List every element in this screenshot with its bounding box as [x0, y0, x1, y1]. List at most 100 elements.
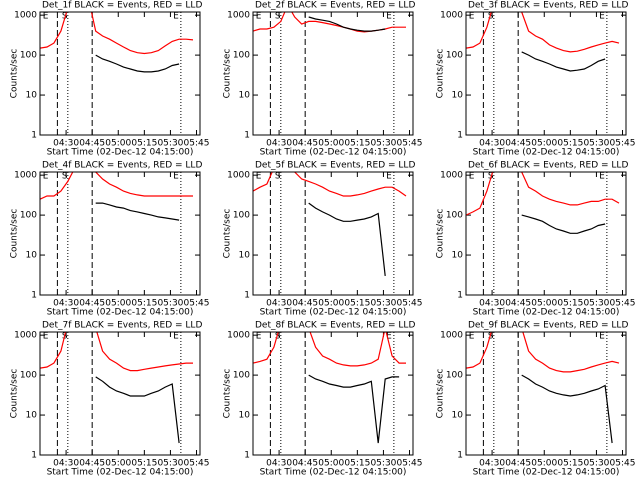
y-tick-label: 1000 [227, 331, 250, 341]
x-tick-label: 05:30 [370, 459, 396, 469]
y-tick-label: 10 [452, 91, 464, 101]
flag-label: E [256, 172, 262, 182]
chart-title: Det_6f BLACK = Events, RED = LLD [468, 161, 628, 171]
data-line [521, 51, 606, 72]
x-tick-label: 04:45 [292, 299, 318, 309]
plot-frame [39, 11, 201, 136]
x-axis-label: Start Time (02-Dec-12 04:15:00) [473, 148, 620, 158]
data-line [308, 374, 400, 444]
x-tick-label: 04:30 [479, 299, 505, 309]
plot-frame [252, 171, 414, 296]
flag-label: E [43, 172, 49, 182]
x-tick-label: 05:45 [610, 139, 636, 149]
x-tick-label: 05:30 [583, 139, 609, 149]
plot-frame [39, 171, 201, 296]
y-tick-label: 100 [446, 211, 463, 221]
y-tick-label: 1000 [440, 331, 463, 341]
y-tick-label: 100 [233, 51, 250, 61]
chart-title: Det_7f BLACK = Events, RED = LLD [42, 321, 202, 331]
chart-title: Det_2f BLACK = Events, RED = LLD [255, 1, 415, 11]
x-tick-label: 04:30 [53, 459, 79, 469]
chart-title: Det_9f BLACK = Events, RED = LLD [468, 321, 628, 331]
plot-frame [252, 331, 414, 456]
flag-label: E [173, 12, 179, 22]
x-tick-label: 05:30 [370, 299, 396, 309]
panel: Det_4f BLACK = Events, RED = LLD Start Ti… [10, 161, 210, 318]
y-axis-label: Counts/sec [436, 209, 446, 259]
x-tick-label: 04:45 [505, 459, 531, 469]
x-tick-label: 05:00 [531, 139, 557, 149]
flag-label: S [488, 12, 494, 22]
y-tick-label: 1000 [227, 171, 250, 181]
x-tick-label: 05:15 [557, 299, 583, 309]
x-tick-label: 05:15 [344, 139, 370, 149]
flag-label: S [62, 172, 68, 182]
chart-title: Det_5f BLACK = Events, RED = LLD [255, 161, 415, 171]
y-tick-label: 1000 [440, 171, 463, 181]
x-tick-label: 04:30 [53, 299, 79, 309]
panel: Det_7f BLACK = Events, RED = LLD Start Ti… [10, 321, 210, 478]
x-tick-label: 04:45 [79, 139, 105, 149]
y-tick-label: 1 [457, 291, 463, 301]
y-tick-label: 1 [244, 131, 250, 141]
plot-frame [39, 331, 201, 456]
y-tick-label: 1 [31, 291, 37, 301]
x-tick-label: 05:00 [531, 459, 557, 469]
y-tick-label: 1 [457, 451, 463, 461]
y-axis-label: Counts/sec [223, 209, 233, 259]
data-line [308, 202, 386, 276]
x-tick-label: 05:30 [370, 139, 396, 149]
y-tick-label: 10 [26, 411, 38, 421]
x-tick-label: 05:30 [583, 459, 609, 469]
x-tick-label: 05:30 [583, 299, 609, 309]
x-axis-label: Start Time (02-Dec-12 04:15:00) [47, 308, 194, 318]
flag-label: E [386, 332, 392, 342]
plot-frame [252, 11, 414, 136]
x-tick-label: 04:30 [266, 299, 292, 309]
x-tick-label: 05:00 [318, 139, 344, 149]
flag-label: E [599, 332, 605, 342]
flag-label: E [173, 332, 179, 342]
y-axis-label: Counts/sec [223, 49, 233, 99]
y-tick-label: 1 [244, 291, 250, 301]
x-tick-label: 05:00 [318, 459, 344, 469]
y-tick-label: 10 [452, 251, 464, 261]
x-tick-label: 04:45 [505, 299, 531, 309]
chart-title: Det_3f BLACK = Events, RED = LLD [468, 1, 628, 11]
y-tick-label: 10 [239, 251, 251, 261]
x-tick-label: 05:15 [344, 299, 370, 309]
y-tick-label: 1000 [227, 11, 250, 21]
flag-label: S [275, 332, 281, 342]
y-tick-label: 1 [244, 451, 250, 461]
x-tick-label: 04:45 [505, 139, 531, 149]
x-axis-label: Start Time (02-Dec-12 04:15:00) [260, 468, 407, 478]
panel: Det_3f BLACK = Events, RED = LLD Start Ti… [436, 1, 636, 158]
flag-label: E [469, 172, 475, 182]
x-tick-label: 05:00 [531, 299, 557, 309]
y-tick-label: 100 [233, 211, 250, 221]
flag-label: S [488, 332, 494, 342]
y-tick-label: 1 [31, 451, 37, 461]
data-line [40, 172, 193, 200]
x-tick-label: 05:15 [344, 459, 370, 469]
x-tick-label: 04:30 [479, 459, 505, 469]
panel: Det_1f BLACK = Events, RED = LLD Start Ti… [10, 1, 210, 158]
x-tick-label: 05:15 [131, 139, 157, 149]
panel: Det_9f BLACK = Events, RED = LLD Start Ti… [436, 321, 636, 478]
x-axis-label: Start Time (02-Dec-12 04:15:00) [260, 148, 407, 158]
x-tick-label: 04:30 [266, 459, 292, 469]
flag-label: E [256, 332, 262, 342]
y-tick-label: 1000 [14, 171, 37, 181]
x-tick-label: 05:15 [131, 459, 157, 469]
data-line [521, 214, 606, 234]
x-tick-label: 05:00 [105, 139, 131, 149]
y-axis-label: Counts/sec [223, 369, 233, 419]
x-tick-label: 05:15 [131, 299, 157, 309]
panel: Det_5f BLACK = Events, RED = LLD Start Ti… [223, 161, 423, 318]
y-tick-label: 10 [452, 411, 464, 421]
x-axis-label: Start Time (02-Dec-12 04:15:00) [473, 468, 620, 478]
flag-label: E [43, 12, 49, 22]
data-line [95, 376, 180, 444]
y-tick-label: 1000 [14, 331, 37, 341]
